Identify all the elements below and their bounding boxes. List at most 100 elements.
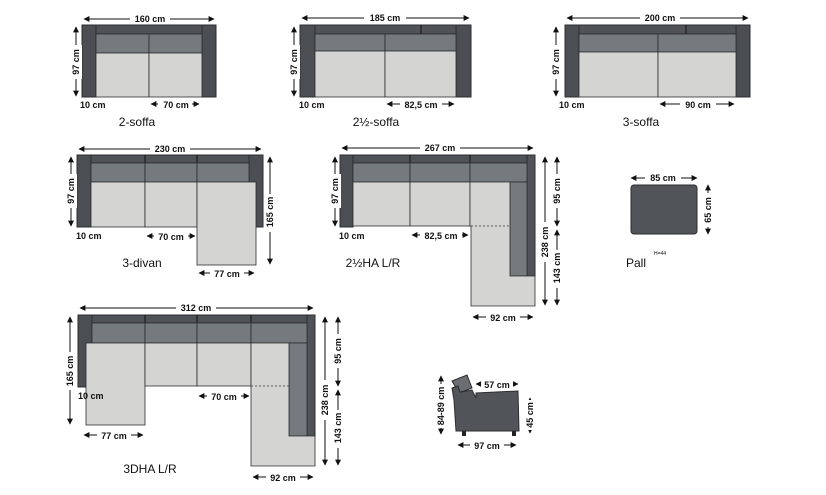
corner-backrest bbox=[306, 314, 316, 437]
backrest bbox=[352, 154, 536, 164]
label-backdrop bbox=[551, 174, 563, 208]
total-depth-label: 238 cm bbox=[320, 385, 330, 416]
label-backdrop bbox=[64, 352, 76, 390]
width-label: 267 cm bbox=[425, 143, 456, 153]
seat-width-label: 82,5 cm bbox=[404, 100, 437, 110]
label-backdrop bbox=[420, 142, 460, 153]
model-name: Pall bbox=[626, 256, 646, 270]
left-armrest bbox=[76, 154, 92, 228]
arm-width-label: 10 cm bbox=[339, 231, 365, 241]
backrest bbox=[90, 154, 250, 164]
label-backdrop bbox=[264, 194, 276, 232]
width-label: 200 cm bbox=[645, 13, 676, 23]
seat-cushion bbox=[409, 181, 471, 227]
label-backdrop bbox=[332, 334, 344, 368]
label-backdrop bbox=[645, 172, 681, 183]
sofa-2-5-ha-corner: 267 cm 97 cm 95 cm 143 cm 238 cm 10 cm 8… bbox=[329, 142, 563, 323]
label-backdrop bbox=[524, 400, 536, 430]
seat-cushion bbox=[578, 51, 659, 98]
back-cushion bbox=[314, 33, 386, 52]
left-armrest bbox=[564, 24, 580, 98]
depth-label: 97 cm bbox=[551, 49, 561, 75]
seat-cushion bbox=[144, 181, 198, 228]
height-label: 84-89 cm bbox=[436, 387, 446, 426]
back-cushion bbox=[91, 322, 146, 344]
back-depth-label: 95 cm bbox=[333, 338, 343, 364]
corner-seat bbox=[250, 342, 316, 467]
chair-leg bbox=[512, 431, 516, 436]
label-backdrop bbox=[65, 174, 77, 208]
back-cushion bbox=[469, 162, 528, 183]
label-backdrop bbox=[551, 250, 563, 288]
model-name: 2-soffa bbox=[119, 115, 156, 129]
label-backdrop bbox=[680, 99, 716, 110]
back-cushion bbox=[95, 33, 150, 54]
label-backdrop bbox=[332, 410, 344, 448]
sofa-3-seater: 200 cm 97 cm 10 cm 90 cm 3-soffa bbox=[550, 12, 751, 129]
label-backdrop bbox=[364, 12, 406, 23]
back-cushion bbox=[90, 162, 146, 183]
corner-backrest bbox=[526, 154, 536, 277]
sofa-2-seater: 160 cm 97 cm 10 cm 70 cm 2-soffa bbox=[70, 13, 217, 129]
label-backdrop bbox=[150, 143, 190, 154]
seat-width-label: 82,5 cm bbox=[424, 231, 457, 241]
model-name: 3-soffa bbox=[623, 115, 660, 129]
seat-cushion bbox=[148, 52, 203, 98]
label-backdrop bbox=[640, 12, 680, 23]
label-backdrop bbox=[329, 174, 341, 208]
model-name: 3-divan bbox=[122, 256, 161, 270]
arm-width-label: 10 cm bbox=[299, 100, 325, 110]
left-width-label: 77 cm bbox=[101, 431, 127, 441]
seat-width-label: 90 cm bbox=[685, 100, 711, 110]
back-cushion bbox=[148, 33, 203, 54]
width-label: 230 cm bbox=[155, 144, 186, 154]
depth-label: 97 cm bbox=[71, 49, 81, 75]
back-cushion bbox=[352, 162, 411, 183]
label-backdrop bbox=[435, 384, 447, 428]
left-depth-label: 165 cm bbox=[65, 356, 75, 387]
seat-width-label: 70 cm bbox=[211, 392, 237, 402]
lower-depth-label: 143 cm bbox=[333, 413, 343, 444]
backrest bbox=[95, 24, 203, 35]
label-backdrop bbox=[97, 430, 131, 441]
depth-label: 97 cm bbox=[66, 178, 76, 204]
seat-cushion bbox=[384, 50, 457, 98]
label-backdrop bbox=[538, 222, 551, 262]
width-label: 85 cm bbox=[650, 173, 676, 183]
label-backdrop bbox=[266, 472, 300, 483]
label-backdrop bbox=[702, 193, 714, 227]
chaise-seat bbox=[85, 342, 146, 426]
right-armrest bbox=[455, 24, 472, 98]
seat-cushion bbox=[144, 342, 198, 387]
width-label: 185 cm bbox=[370, 13, 401, 23]
back-depth-label: 95 cm bbox=[552, 178, 562, 204]
sofa-3-dha-corner: 312 cm 165 cm 95 cm 143 cm 238 cm 10 cm … bbox=[64, 302, 344, 483]
seat-cushion bbox=[196, 342, 252, 387]
arm-width-label: 10 cm bbox=[78, 391, 104, 401]
chaise-depth-label: 165 cm bbox=[265, 197, 275, 228]
label-backdrop bbox=[154, 231, 188, 242]
label-backdrop bbox=[70, 45, 82, 79]
seat-width-label: 70 cm bbox=[158, 232, 184, 242]
armchair-body bbox=[451, 385, 520, 432]
depth-label: 65 cm bbox=[703, 197, 713, 223]
label-backdrop bbox=[470, 440, 504, 451]
model-name: 2½HA L/R bbox=[346, 256, 401, 270]
back-cushion bbox=[144, 162, 198, 183]
top-width-label: 57 cm bbox=[484, 380, 510, 390]
model-name: 2½-soffa bbox=[353, 115, 400, 129]
sofa-3-divan: 230 cm 97 cm 165 cm 10 cm 70 cm 77 cm 3-… bbox=[65, 143, 276, 279]
label-backdrop bbox=[420, 230, 462, 241]
seat-cushion bbox=[90, 181, 146, 228]
left-armrest bbox=[339, 154, 354, 228]
right-width-label: 92 cm bbox=[270, 473, 296, 483]
label-backdrop bbox=[400, 99, 442, 110]
label-backdrop bbox=[481, 379, 513, 390]
side-back-cushion bbox=[509, 181, 528, 277]
left-armrest bbox=[299, 24, 316, 98]
label-backdrop bbox=[550, 45, 562, 79]
right-armrest bbox=[735, 24, 751, 98]
side-back-cushion bbox=[288, 342, 308, 437]
label-backdrop bbox=[176, 302, 216, 313]
